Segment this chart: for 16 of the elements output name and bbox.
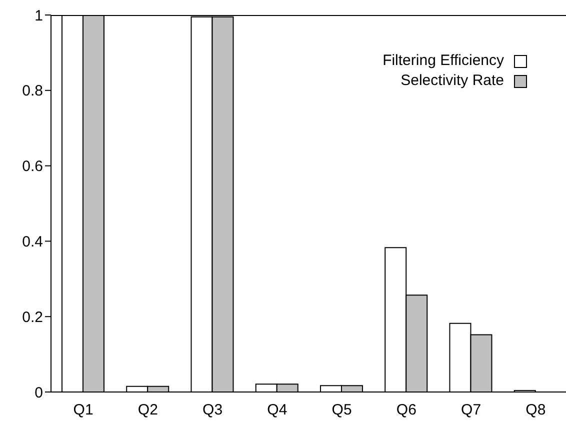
x-tick-label: Q4 bbox=[267, 402, 288, 419]
legend-label: Selectivity Rate bbox=[400, 71, 504, 91]
legend-label: Filtering Efficiency bbox=[382, 51, 504, 71]
y-tick-label: 1 bbox=[34, 7, 43, 24]
x-tick-label: Q7 bbox=[461, 402, 482, 419]
x-tick-label: Q8 bbox=[526, 402, 546, 419]
x-tick-label: Q2 bbox=[138, 402, 158, 419]
y-tick-label: 0.6 bbox=[22, 158, 43, 176]
y-tick-label: 0.8 bbox=[22, 82, 43, 100]
x-tick-label: Q5 bbox=[332, 402, 352, 419]
y-tick-label: 0.2 bbox=[22, 308, 43, 326]
x-tick-label: Q3 bbox=[202, 402, 223, 419]
y-tick-label: 0.4 bbox=[22, 234, 43, 251]
x-tick-label: Q6 bbox=[396, 402, 416, 419]
y-tick-label: 0 bbox=[34, 384, 43, 402]
x-tick-label: Q1 bbox=[73, 402, 94, 419]
